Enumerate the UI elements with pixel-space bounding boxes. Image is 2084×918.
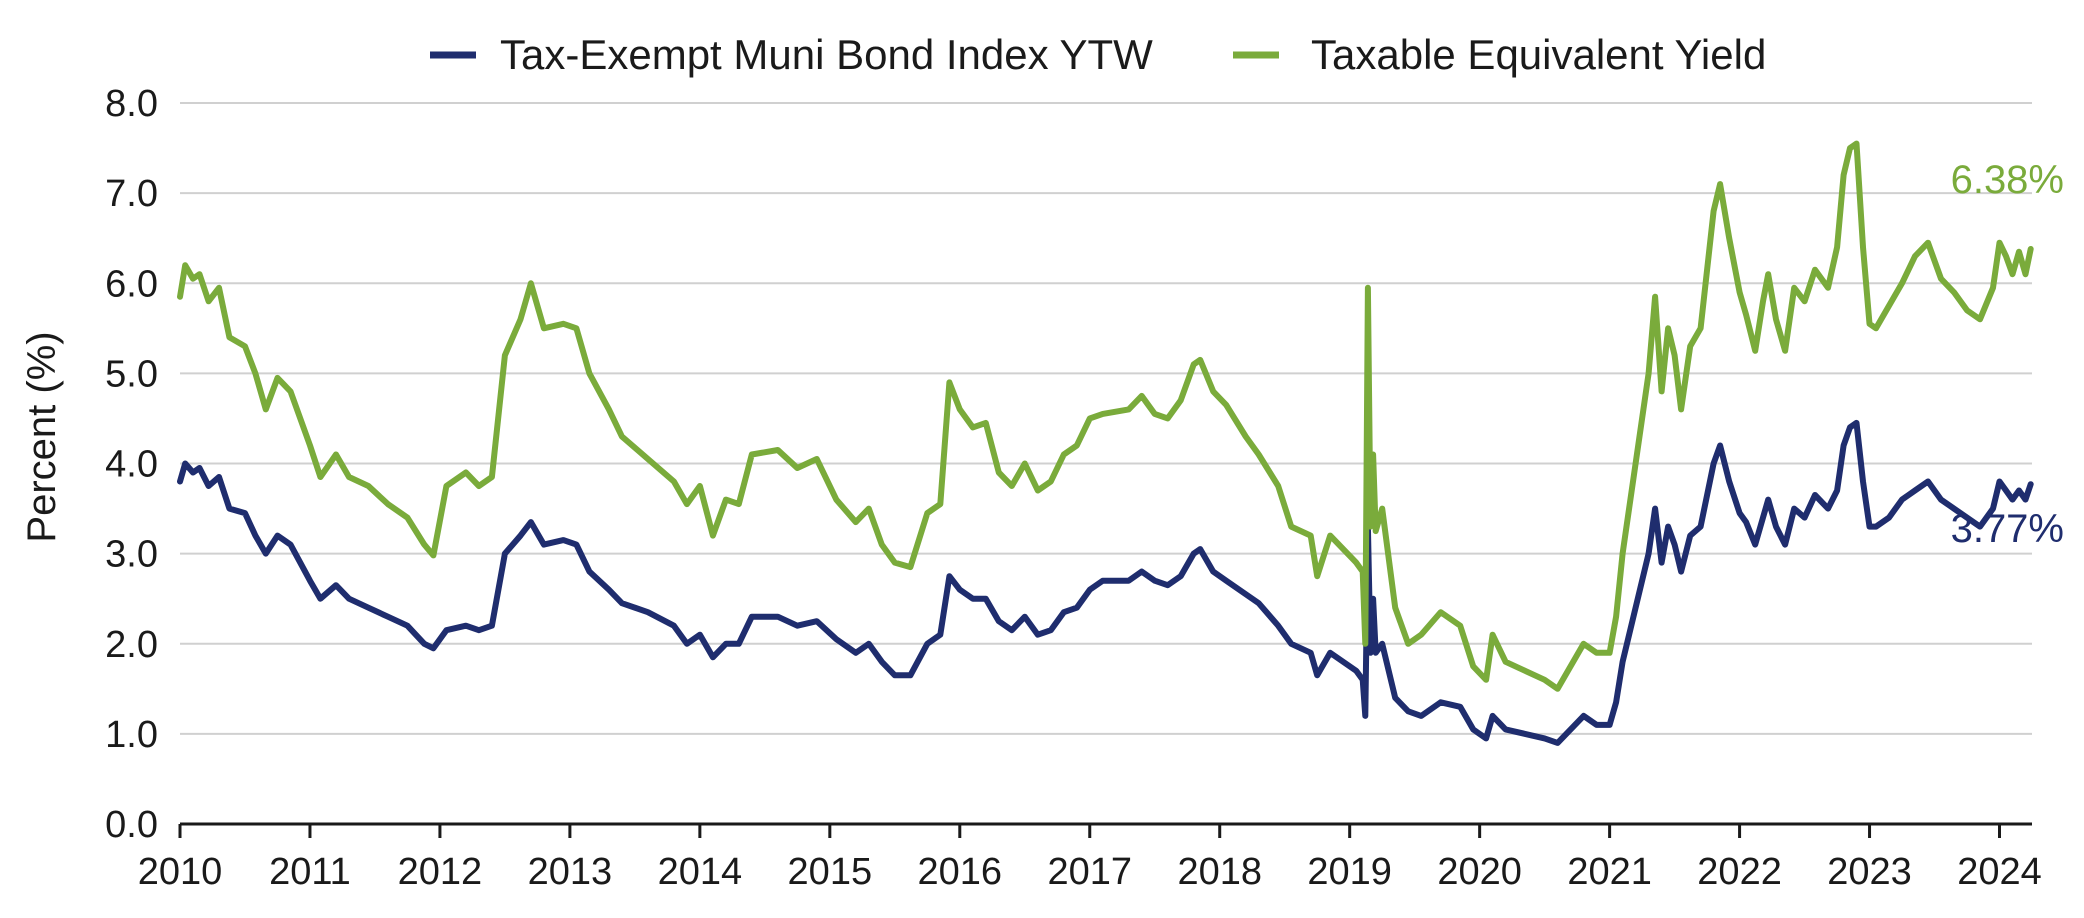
x-axis: 2010 2011 2012 2013 2014 2015 2016 2017 2018 2019… — [138, 822, 2042, 893]
y-axis-title: Percent (%) — [20, 331, 64, 542]
end-value-label-muni: 3.77% — [1951, 507, 2064, 551]
y-tick-label: 0.0 — [105, 804, 158, 846]
gridlines — [180, 102, 2032, 735]
end-value-label-taxable: 6.38% — [1951, 158, 2064, 202]
y-tick-label: 3.0 — [105, 534, 158, 576]
series-line-taxable — [177, 140, 2034, 692]
y-tick-label: 2.0 — [105, 624, 158, 666]
x-tick-label: 2012 — [398, 851, 483, 893]
x-tick-label: 2014 — [658, 851, 743, 893]
end-labels: 3.77% 6.38% — [1951, 158, 2064, 551]
legend-label-muni: Tax-Exempt Muni Bond Index YTW — [500, 31, 1153, 78]
y-tick-label: 5.0 — [105, 353, 158, 395]
x-tick-label: 2017 — [1047, 851, 1132, 893]
x-tick-label: 2015 — [788, 851, 873, 893]
legend-label-taxable: Taxable Equivalent Yield — [1311, 31, 1766, 78]
x-tick-label: 2023 — [1827, 851, 1912, 893]
x-tick-label: 2021 — [1567, 851, 1652, 893]
x-tick-label: 2022 — [1697, 851, 1782, 893]
x-tick-label: 2016 — [918, 851, 1003, 893]
y-tick-label: 4.0 — [105, 444, 158, 486]
x-tick-label: 2024 — [1957, 851, 2042, 893]
y-tick-label: 8.0 — [105, 83, 158, 125]
x-tick-label: 2018 — [1177, 851, 1262, 893]
y-tick-label: 7.0 — [105, 173, 158, 215]
y-tick-label: 1.0 — [105, 714, 158, 756]
y-tick-label: 6.0 — [105, 263, 158, 305]
x-tick-label: 2011 — [269, 851, 351, 893]
y-axis: 0.0 1.0 2.0 3.0 4.0 5.0 6.0 7.0 8.0 — [105, 83, 158, 846]
series-line-muni — [177, 419, 2034, 746]
legend: Tax-Exempt Muni Bond Index YTW Taxable E… — [430, 31, 1766, 78]
x-tick-label: 2013 — [528, 851, 613, 893]
x-tick-label: 2020 — [1437, 851, 1522, 893]
x-tick-label: 2019 — [1307, 851, 1392, 893]
plot-area — [177, 140, 2034, 746]
x-tick-label: 2010 — [138, 851, 223, 893]
